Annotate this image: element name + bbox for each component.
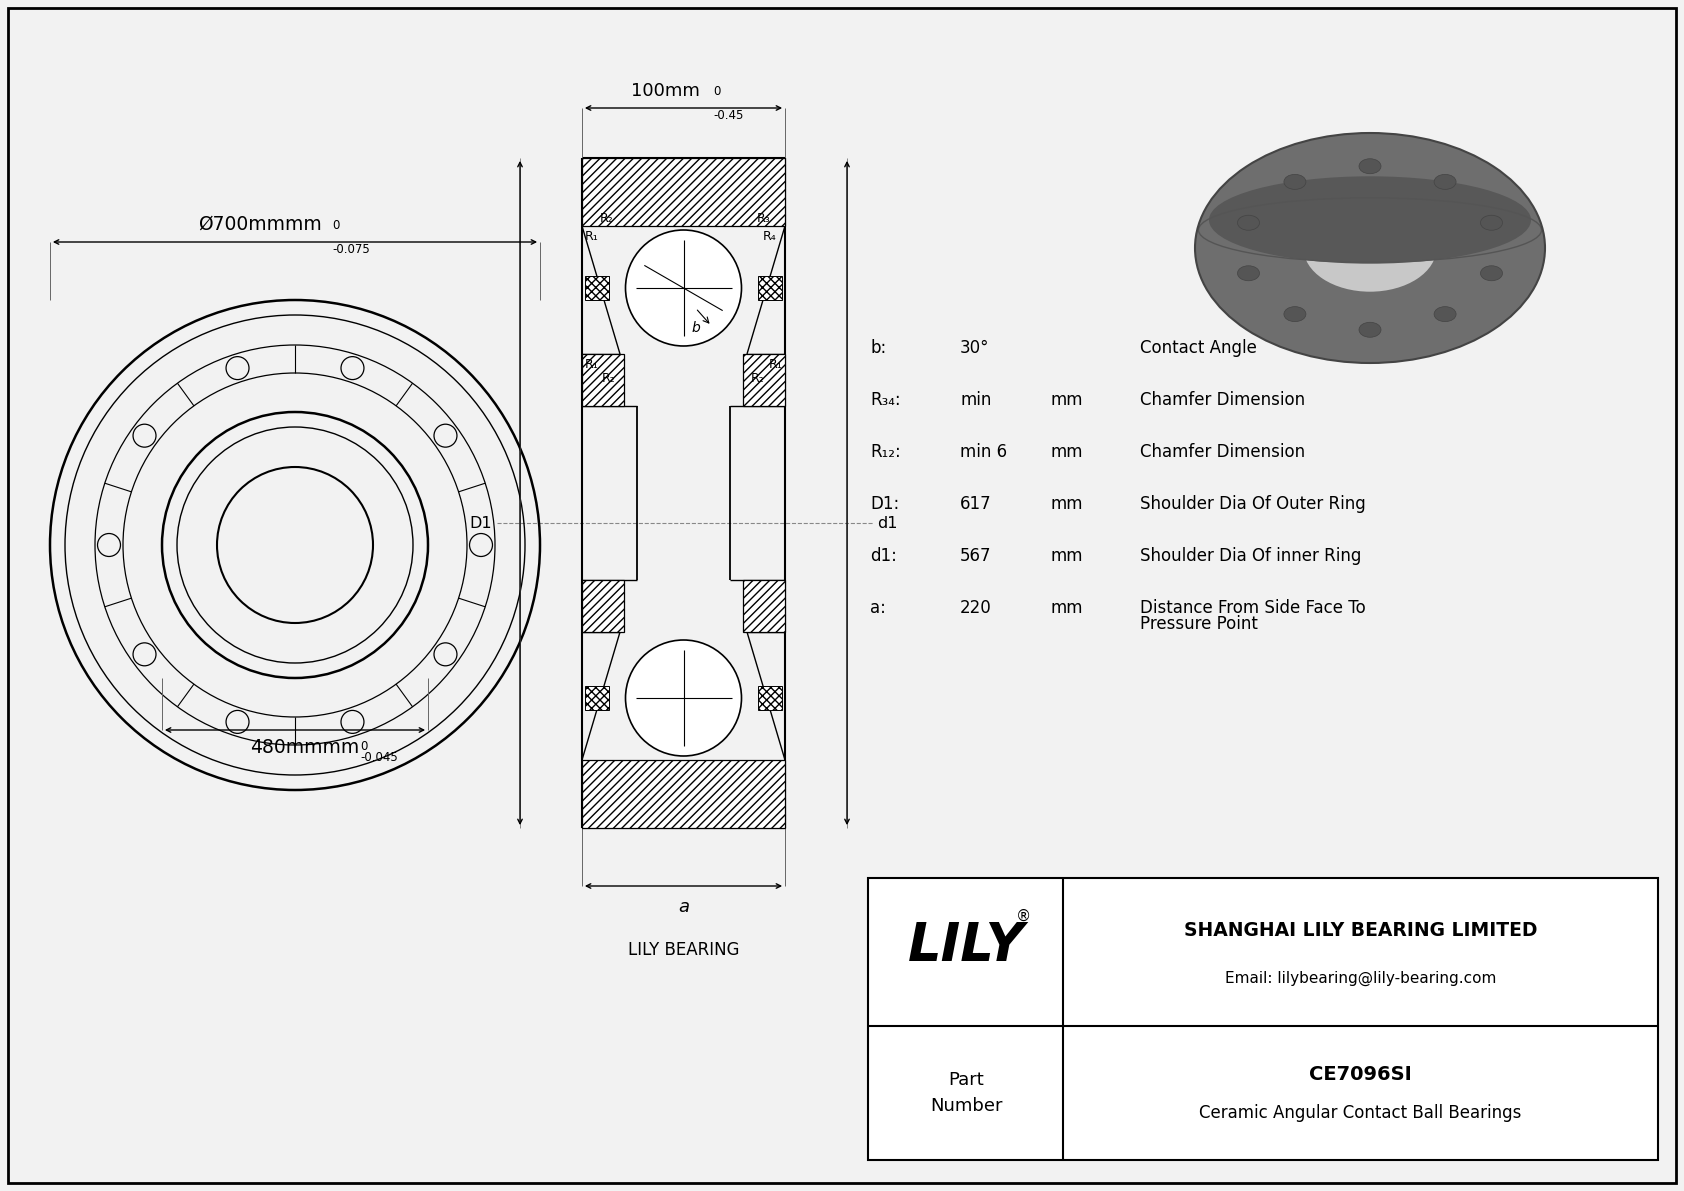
Circle shape	[625, 640, 741, 756]
Text: 480mmmm: 480mmmm	[251, 738, 360, 757]
Text: R₂: R₂	[601, 372, 616, 385]
Text: d1:: d1:	[871, 547, 898, 565]
Ellipse shape	[1283, 174, 1305, 189]
Text: Email: lilybearing@lily-bearing.com: Email: lilybearing@lily-bearing.com	[1224, 971, 1495, 986]
Bar	[583, 580, 625, 632]
Text: -0.45: -0.45	[714, 110, 744, 121]
Ellipse shape	[1359, 158, 1381, 174]
Ellipse shape	[1238, 266, 1260, 281]
Text: LILY: LILY	[908, 919, 1024, 972]
Ellipse shape	[1196, 133, 1544, 363]
Text: R₂: R₂	[600, 212, 613, 225]
Bar	[584, 686, 610, 710]
Text: D1:: D1:	[871, 495, 899, 513]
Text: mm: mm	[1051, 547, 1083, 565]
Text: R₂: R₂	[751, 372, 765, 385]
Text: Part
Number: Part Number	[930, 1071, 1002, 1115]
Text: b:: b:	[871, 339, 886, 357]
Text: Pressure Point: Pressure Point	[1140, 615, 1258, 632]
Ellipse shape	[1238, 216, 1260, 230]
Text: R₁: R₁	[584, 230, 600, 243]
Text: min 6: min 6	[960, 443, 1007, 461]
Text: R₄: R₄	[763, 230, 776, 243]
Bar	[583, 354, 625, 406]
Text: b: b	[690, 322, 701, 335]
Text: Ceramic Angular Contact Ball Bearings: Ceramic Angular Contact Ball Bearings	[1199, 1104, 1522, 1122]
Text: R₁: R₁	[584, 358, 600, 372]
Text: 0: 0	[332, 219, 340, 232]
Text: R₁₂:: R₁₂:	[871, 443, 901, 461]
Bar	[867, 878, 1659, 1160]
Ellipse shape	[1480, 216, 1502, 230]
Text: Distance From Side Face To: Distance From Side Face To	[1140, 599, 1366, 617]
Text: mm: mm	[1051, 443, 1083, 461]
Text: Chamfer Dimension: Chamfer Dimension	[1140, 443, 1305, 461]
Text: 0: 0	[714, 85, 721, 98]
Text: D1: D1	[470, 516, 492, 530]
Text: Contact Angle: Contact Angle	[1140, 339, 1256, 357]
Text: mm: mm	[1051, 391, 1083, 409]
Text: R₁: R₁	[768, 358, 781, 372]
Text: Chamfer Dimension: Chamfer Dimension	[1140, 391, 1305, 409]
Text: Shoulder Dia Of Outer Ring: Shoulder Dia Of Outer Ring	[1140, 495, 1366, 513]
Text: LILY BEARING: LILY BEARING	[628, 941, 739, 959]
Text: R₃: R₃	[758, 212, 771, 225]
Text: mm: mm	[1051, 495, 1083, 513]
Ellipse shape	[1283, 306, 1305, 322]
Ellipse shape	[1359, 323, 1381, 337]
Text: 0: 0	[360, 740, 367, 753]
Ellipse shape	[1435, 306, 1457, 322]
Circle shape	[625, 230, 741, 347]
Bar	[758, 686, 781, 710]
Text: -0.045: -0.045	[360, 752, 397, 763]
Ellipse shape	[1480, 266, 1502, 281]
Text: SHANGHAI LILY BEARING LIMITED: SHANGHAI LILY BEARING LIMITED	[1184, 921, 1537, 940]
Text: ®: ®	[1015, 909, 1031, 923]
Text: d1: d1	[877, 516, 898, 530]
Text: mm: mm	[1051, 599, 1083, 617]
Ellipse shape	[1303, 205, 1436, 292]
Text: 100mm: 100mm	[632, 82, 701, 100]
Bar	[584, 276, 610, 300]
Text: 220: 220	[960, 599, 992, 617]
Text: Shoulder Dia Of inner Ring: Shoulder Dia Of inner Ring	[1140, 547, 1361, 565]
Ellipse shape	[1435, 174, 1457, 189]
Text: CE7096SI: CE7096SI	[1308, 1066, 1411, 1085]
Text: Ø700mmmm: Ø700mmmm	[199, 216, 322, 233]
Text: a:: a:	[871, 599, 886, 617]
Text: -0.075: -0.075	[332, 243, 370, 256]
Bar	[583, 158, 785, 226]
Text: 30°: 30°	[960, 339, 990, 357]
Text: R₃₄:: R₃₄:	[871, 391, 901, 409]
Text: 567: 567	[960, 547, 992, 565]
Bar	[583, 760, 785, 828]
Bar	[743, 354, 785, 406]
Bar	[743, 580, 785, 632]
Text: a: a	[679, 898, 689, 916]
Text: 617: 617	[960, 495, 992, 513]
Ellipse shape	[1209, 176, 1531, 263]
Bar	[758, 276, 781, 300]
Text: min: min	[960, 391, 992, 409]
